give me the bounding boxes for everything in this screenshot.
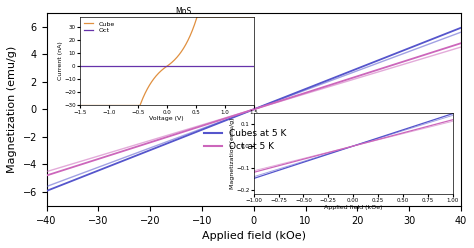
Text: MnS: MnS (212, 82, 235, 92)
Legend: Cubes at 5 K, Oct at 5 K: Cubes at 5 K, Oct at 5 K (201, 125, 290, 155)
Y-axis label: Magnetization (emu/g): Magnetization (emu/g) (7, 46, 17, 173)
X-axis label: Applied field (kOe): Applied field (kOe) (202, 231, 306, 241)
